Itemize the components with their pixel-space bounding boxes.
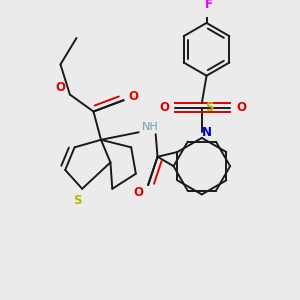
Text: O: O <box>159 101 169 114</box>
Text: O: O <box>134 186 144 199</box>
Text: NH: NH <box>142 122 158 132</box>
Text: S: S <box>205 101 214 114</box>
Text: O: O <box>56 82 65 94</box>
Text: O: O <box>236 101 246 114</box>
Text: O: O <box>128 90 138 103</box>
Text: N: N <box>202 126 212 139</box>
Text: S: S <box>73 194 82 207</box>
Text: F: F <box>204 0 212 11</box>
